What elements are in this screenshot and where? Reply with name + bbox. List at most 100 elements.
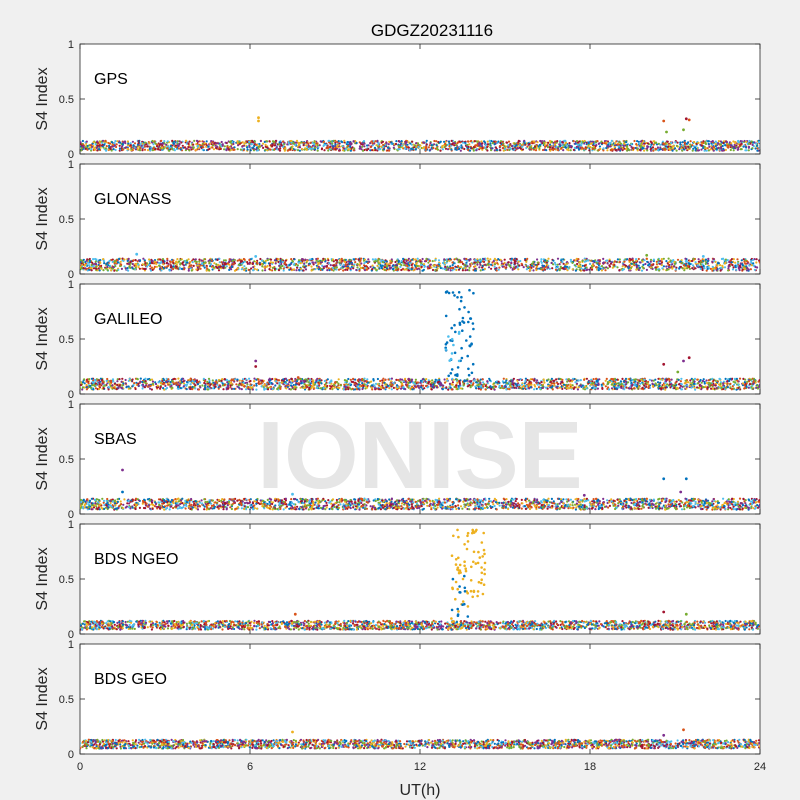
data-point bbox=[239, 148, 242, 151]
data-point bbox=[363, 142, 366, 145]
data-point bbox=[660, 258, 663, 261]
data-point bbox=[212, 266, 215, 269]
data-point bbox=[675, 149, 678, 152]
data-point bbox=[738, 269, 741, 272]
data-point bbox=[695, 144, 698, 147]
data-point bbox=[474, 265, 477, 268]
data-point bbox=[716, 264, 719, 267]
data-point bbox=[121, 257, 124, 260]
data-point bbox=[475, 149, 478, 152]
data-point bbox=[103, 143, 106, 146]
data-point bbox=[377, 141, 380, 144]
data-point bbox=[741, 268, 744, 271]
data-point bbox=[680, 147, 683, 150]
data-point bbox=[353, 147, 356, 150]
data-point bbox=[521, 148, 525, 151]
data-point bbox=[199, 144, 202, 147]
data-point bbox=[571, 268, 574, 271]
data-point bbox=[536, 261, 539, 264]
data-point bbox=[755, 258, 758, 261]
data-point bbox=[208, 269, 211, 272]
data-point bbox=[251, 262, 255, 265]
data-point bbox=[530, 264, 533, 267]
data-point bbox=[126, 147, 129, 150]
data-point bbox=[478, 259, 481, 262]
data-point bbox=[127, 269, 130, 272]
data-point bbox=[113, 142, 116, 145]
data-point bbox=[283, 143, 286, 146]
data-point bbox=[584, 147, 588, 150]
data-point bbox=[476, 140, 479, 143]
data-point bbox=[343, 258, 346, 261]
data-point bbox=[536, 379, 539, 382]
panel-label: GPS bbox=[94, 71, 128, 88]
data-point bbox=[643, 259, 646, 262]
data-point bbox=[271, 269, 274, 272]
spike-point bbox=[682, 128, 685, 132]
data-point bbox=[483, 267, 486, 270]
data-point bbox=[132, 259, 135, 262]
data-point bbox=[438, 141, 441, 144]
data-point bbox=[540, 258, 543, 261]
data-point bbox=[625, 141, 628, 144]
data-point bbox=[410, 147, 413, 150]
data-point bbox=[585, 266, 588, 269]
data-point bbox=[434, 268, 437, 272]
data-point bbox=[128, 262, 131, 266]
data-point bbox=[303, 266, 306, 269]
data-point bbox=[446, 268, 450, 271]
data-point bbox=[628, 260, 631, 263]
data-point bbox=[627, 267, 630, 270]
data-point bbox=[203, 266, 206, 269]
data-point bbox=[458, 147, 461, 150]
data-point bbox=[493, 263, 496, 266]
data-point bbox=[233, 148, 236, 151]
data-point bbox=[477, 387, 480, 390]
data-point bbox=[218, 257, 221, 260]
data-point bbox=[381, 379, 384, 382]
data-point bbox=[612, 263, 615, 266]
data-point bbox=[98, 269, 101, 272]
data-point bbox=[114, 265, 117, 268]
data-point bbox=[676, 141, 679, 144]
data-point bbox=[206, 267, 209, 270]
data-point bbox=[353, 258, 356, 261]
data-point bbox=[745, 140, 748, 143]
data-point bbox=[153, 141, 156, 144]
data-point bbox=[298, 269, 301, 272]
data-point bbox=[331, 266, 334, 270]
data-point bbox=[331, 258, 335, 261]
data-point bbox=[665, 145, 668, 148]
data-point bbox=[626, 258, 629, 261]
data-point bbox=[258, 145, 261, 148]
data-point bbox=[337, 144, 340, 147]
y-tick-label: 0.5 bbox=[59, 214, 74, 226]
data-point bbox=[108, 259, 111, 262]
data-point bbox=[439, 265, 442, 268]
data-point bbox=[610, 139, 614, 142]
data-point bbox=[228, 141, 231, 144]
data-point bbox=[287, 141, 290, 144]
data-point bbox=[436, 146, 439, 149]
data-point bbox=[210, 259, 213, 262]
data-point bbox=[557, 149, 560, 152]
data-point bbox=[308, 147, 311, 150]
data-point bbox=[566, 262, 569, 265]
data-point bbox=[714, 142, 717, 145]
data-point bbox=[501, 140, 504, 143]
data-point bbox=[501, 147, 504, 150]
data-point bbox=[228, 146, 231, 149]
data-point bbox=[641, 147, 644, 150]
data-point bbox=[266, 149, 269, 152]
data-point bbox=[460, 146, 463, 149]
data-point bbox=[198, 260, 201, 263]
data-point bbox=[152, 262, 156, 265]
spike-point bbox=[684, 117, 688, 121]
data-point bbox=[675, 144, 679, 147]
data-point bbox=[132, 144, 135, 147]
data-point bbox=[183, 268, 186, 271]
data-point bbox=[325, 143, 328, 146]
data-point bbox=[318, 260, 321, 263]
data-point bbox=[394, 142, 398, 146]
data-point bbox=[455, 144, 458, 147]
